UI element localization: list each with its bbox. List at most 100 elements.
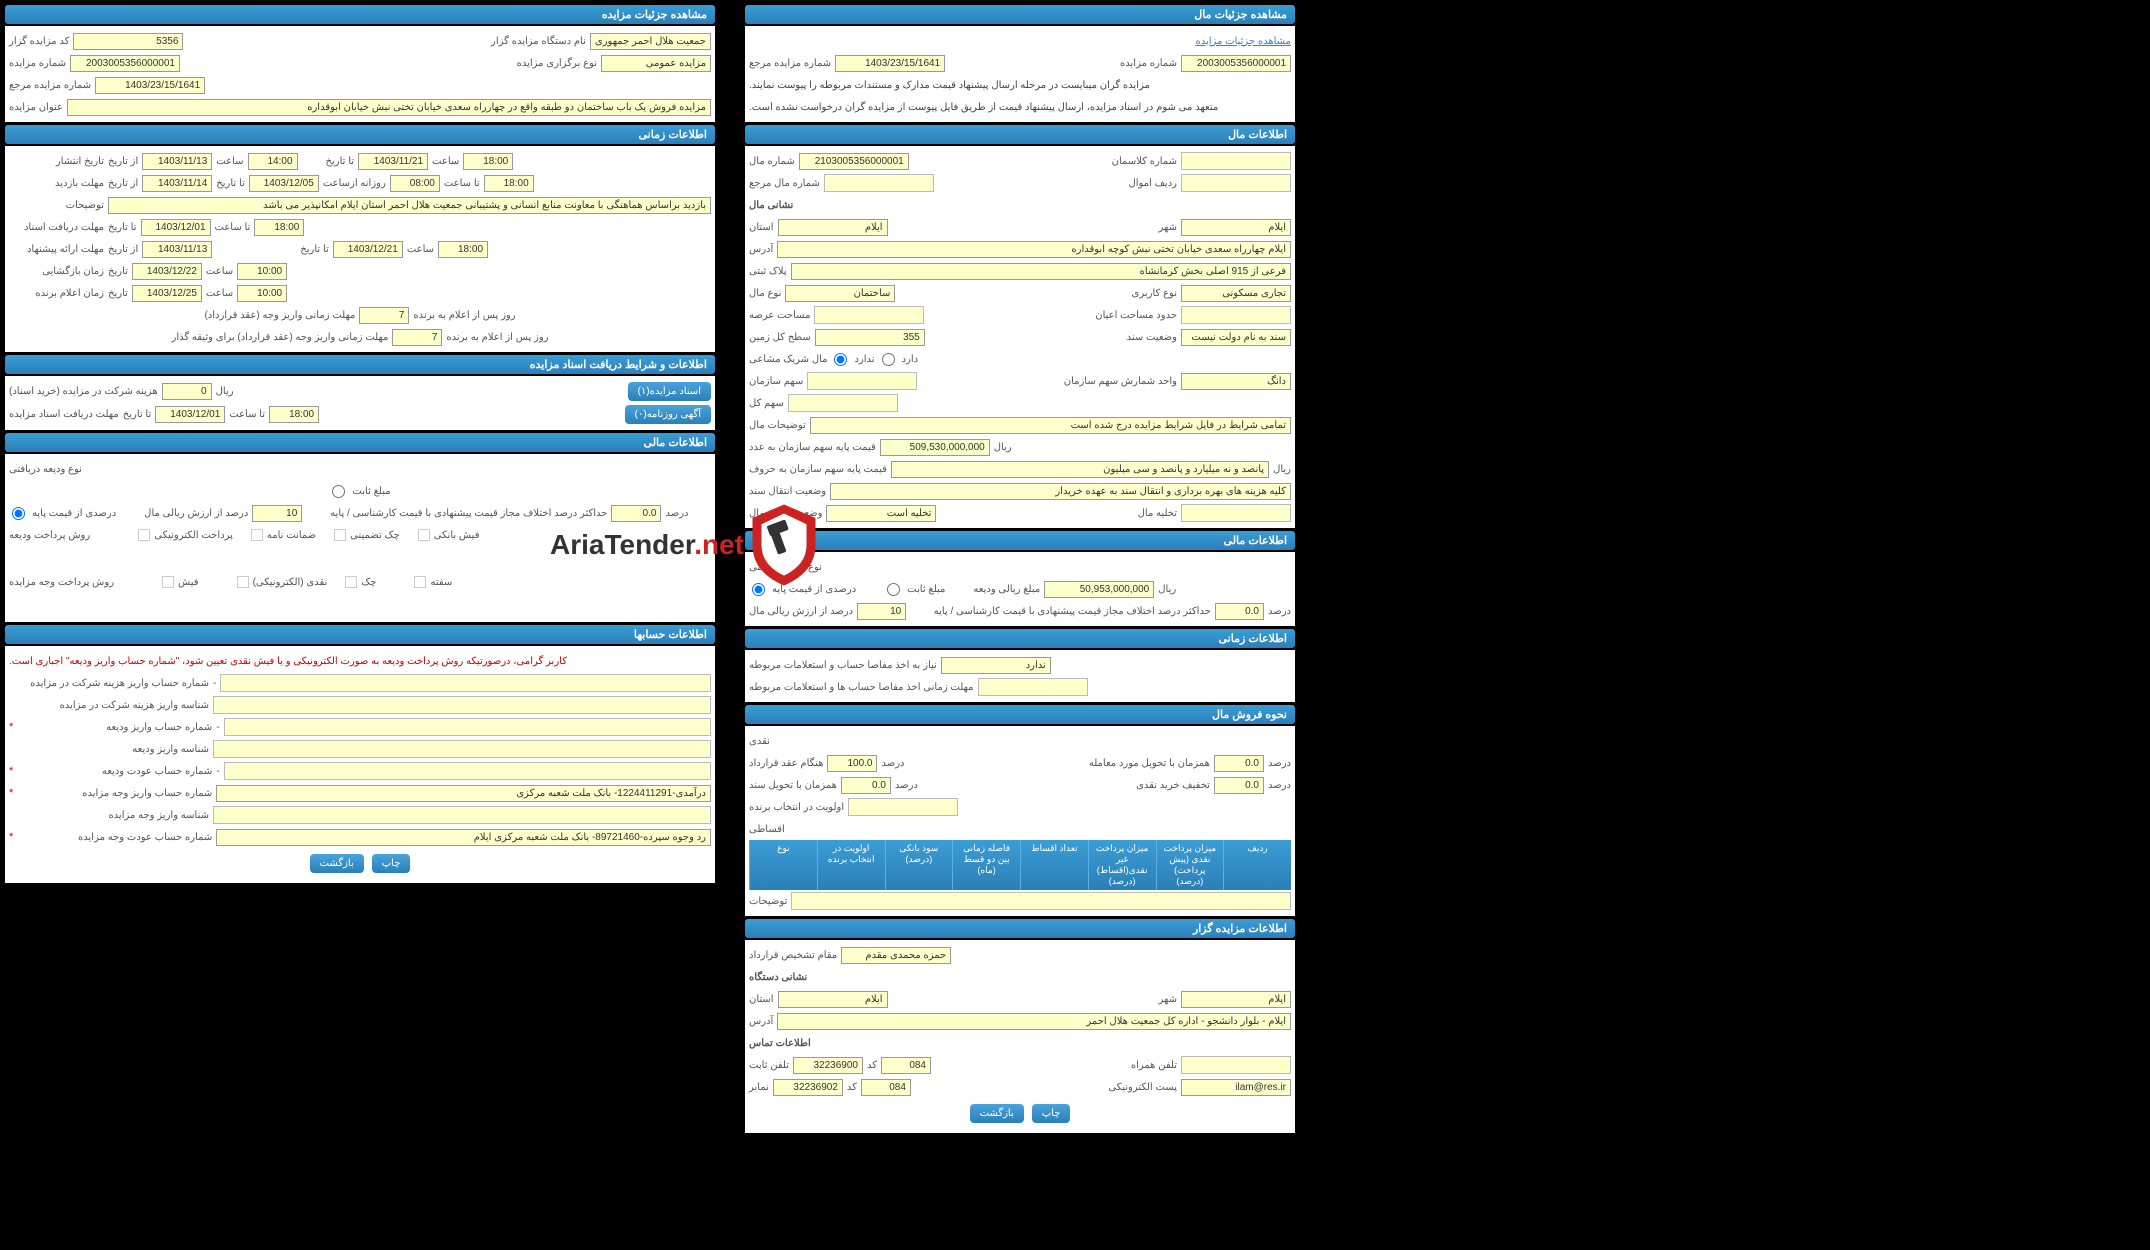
radio-base-percent[interactable] (12, 507, 25, 520)
label-winner-priority: اولویت در انتخاب برنده (749, 802, 844, 813)
field-base-price-num: 509,530,000,000 (880, 439, 990, 456)
label-delivery-time: همزمان با تحویل مورد معامله (1089, 758, 1210, 769)
label-floor-area: سطح کل زمین (749, 332, 811, 343)
installment-table-header: ردیف میزان پرداخت نقدی (پیش پرداخت) (درص… (749, 840, 1291, 890)
checkbox-receipt2[interactable] (162, 576, 174, 588)
field-publish-to: 1403/11/21 (358, 153, 428, 170)
label-deposit-type2: نوع ودیعه دریافتی (749, 562, 822, 573)
label-auction-num: شماره مزایده (9, 58, 66, 69)
field-desc2 (791, 892, 1291, 910)
checkbox-check[interactable] (334, 529, 346, 541)
checkbox-receipt[interactable] (418, 529, 430, 541)
th-prepay: میزان پرداخت نقدی (پیش پرداخت) (درصد) (1156, 840, 1224, 890)
field-acc4 (213, 740, 711, 758)
label-bid-submit: مهلت ارائه پیشنهاد (9, 244, 104, 255)
radio-fixed-amount[interactable] (332, 485, 345, 498)
label-city: شهر (1158, 222, 1177, 233)
field-acc1 (220, 674, 711, 692)
checkbox-electronic[interactable] (138, 529, 150, 541)
field-org-address: ایلام - بلوار دانشجو - اداره کل جمعیت هل… (777, 1013, 1291, 1030)
label-shared: مال شریک مشاعی (749, 354, 827, 365)
label-deposit-deadline: مهلت زمانی واریز وجه (عقد قرارداد) (204, 310, 355, 321)
label-deposit-amount: مبلغ ریالی ودیعه (973, 584, 1040, 595)
field-email: ilam@res.ir (1181, 1079, 1291, 1096)
label-cash-discount: تخفیف خرید نقدی (1136, 780, 1210, 791)
label-asset-row: ردیف اموال (1128, 178, 1177, 189)
label-org-location: نشانی دستگاه (749, 972, 807, 983)
field-arena (814, 306, 924, 324)
label-contract-time: هنگام عقد قرارداد (749, 758, 823, 769)
th-interval: فاصله زمانی بین دو قسط (ماه) (952, 840, 1020, 890)
field-usage: تجاری مسکونی (1181, 285, 1291, 302)
field-bid-time: 18:00 (438, 241, 488, 258)
field-ref-asset (824, 174, 934, 192)
radio-fixed2[interactable] (887, 583, 900, 596)
label-acc6: شماره حساب واریز وجه مزایده (17, 788, 212, 799)
field-ref-num: 1403/23/15/1641 (95, 77, 205, 94)
label-acc1: شماره حساب واریز هزینه شرکت در مزایده (9, 678, 209, 689)
field-auction-num: 2003005356000001 (70, 55, 180, 72)
label-deposit-method: روش پرداخت ودیعه (9, 530, 90, 541)
label-cash: نقدی (749, 736, 770, 747)
label-acc5: شماره حساب عودت ودیعه (17, 766, 212, 777)
radio-no-share[interactable] (834, 353, 847, 366)
btn-newspaper[interactable]: آگهی روزنامه(۰) (625, 405, 711, 424)
field-title: مزایده فروش یک باب ساختمان دو طبقه واقع … (67, 99, 711, 116)
link-auction-detail[interactable]: مشاهده جزئیات مزایده (1195, 36, 1291, 47)
label-title: عنوان مزایده (9, 102, 63, 113)
label-code: کد (867, 1060, 877, 1071)
field-auction-code: 5356 (73, 33, 183, 50)
label-guarantee-deadline: مهلت زمانی واریز وجه (عقد قرارداد) برای … (171, 332, 388, 343)
btn-print2[interactable]: چاپ (1032, 1104, 1071, 1123)
field-deposit-days: 7 (359, 307, 409, 324)
field-delivery-time: 0.0 (1214, 755, 1264, 772)
btn-print[interactable]: چاپ (372, 854, 411, 873)
field-current-status: تخلیه است (826, 505, 936, 522)
th-type: نوع (749, 840, 817, 890)
header-financial2: اطلاعات مالی (745, 531, 1295, 550)
field-address: ایلام چهارراه سعدی خیابان تختی نبش کوچه … (777, 241, 1291, 258)
header-asset-detail: مشاهده جزئیات مال (745, 5, 1295, 24)
field-ref-num2: 1403/23/15/1641 (835, 55, 945, 72)
field-cash-discount: 0.0 (1214, 777, 1264, 794)
field-acc6: درآمدی-1224411291- بانک ملت شعبه مرکزی (216, 785, 711, 802)
field-visit-daily-from: 08:00 (390, 175, 440, 192)
th-priority: اولویت در انتخاب برنده (817, 840, 885, 890)
field-class-num (1181, 152, 1291, 170)
radio-has-share[interactable] (882, 353, 895, 366)
field-base-price-word: پانصد و نه میلیارد و پانصد و سی میلیون (891, 461, 1269, 478)
field-auction-type: مزایده عمومی (601, 55, 711, 72)
label-current-status: وضعیت فعلی مال (749, 508, 822, 519)
checkbox-cash-elec[interactable] (237, 576, 249, 588)
label-org-name: نام دستگاه مزایده گزار (491, 36, 586, 47)
field-doc-receipt-date: 1403/12/01 (155, 406, 225, 423)
field-deposit-amount: 50,953,000,000 (1044, 581, 1154, 598)
label-province: استان (749, 222, 774, 233)
btn-return2[interactable]: بازگشت (970, 1104, 1024, 1123)
label-inquiry-time: مهلت زمانی اخذ مفاصا حساب ها و استعلامات… (749, 682, 974, 693)
checkbox-promissory[interactable] (414, 576, 426, 588)
field-org-share (807, 372, 917, 390)
label-doc-receive: مهلت دریافت اسناد (9, 222, 104, 233)
label-class-num: شماره کلاسمان (1112, 156, 1177, 167)
field-official: حمزه محمدی مقدم (841, 947, 951, 964)
radio-base-pc2[interactable] (752, 583, 765, 596)
label-auction-code: کد مزایده گزار (9, 36, 69, 47)
btn-auction-docs[interactable]: اسناد مزایده(۱) (628, 382, 711, 401)
field-floor-area: 355 (815, 329, 925, 346)
label-usage: نوع کاربری (1132, 288, 1177, 299)
field-desc: بازدید براساس هماهنگی با معاونت منابع ان… (108, 197, 711, 214)
btn-return[interactable]: بازگشت (310, 854, 364, 873)
checkbox-check2[interactable] (345, 576, 357, 588)
checkbox-guarantee[interactable] (251, 529, 263, 541)
field-open-date: 1403/12/22 (132, 263, 202, 280)
th-row: ردیف (1223, 840, 1291, 890)
field-visit-to: 1403/12/05 (249, 175, 319, 192)
field-area-limit (1181, 306, 1291, 324)
label-fax: نمابر (749, 1082, 769, 1093)
field-org-name: جمعیت هلال احمر جمهوری (590, 33, 711, 50)
field-winner-time: 10:00 (237, 285, 287, 302)
note1: مزایده گران میبایست در مرحله ارسال پیشنه… (749, 80, 1150, 91)
label-base-price-num: قیمت پایه سهم سازمان به عدد (749, 442, 876, 453)
header-asset-info: اطلاعات مال (745, 125, 1295, 144)
